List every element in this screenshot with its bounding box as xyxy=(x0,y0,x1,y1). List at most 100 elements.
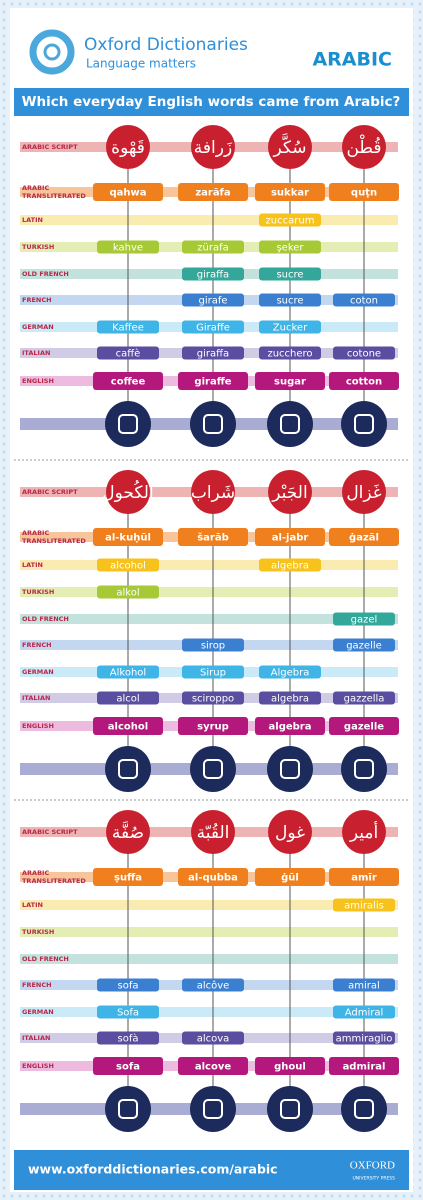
arabic-word: غَزال xyxy=(346,483,381,503)
word: giraffa xyxy=(197,270,229,281)
word: sucre xyxy=(276,270,303,281)
word-pill xyxy=(93,1057,163,1075)
arabic-circle xyxy=(342,470,386,514)
icon-glyph xyxy=(354,1099,374,1119)
word-pill xyxy=(182,320,244,334)
row-label: TURKISH xyxy=(22,588,54,596)
word: Kaffee xyxy=(112,323,144,334)
word-pill xyxy=(182,267,244,281)
row-stripe xyxy=(20,900,398,910)
word-pill xyxy=(93,868,163,886)
word-pill xyxy=(182,293,244,307)
word: amīr xyxy=(351,873,377,884)
arabic-word: الجَبْر xyxy=(271,483,307,503)
icon-glyph xyxy=(118,759,138,779)
language-title: ARABIC xyxy=(312,49,392,71)
word: zürafa xyxy=(197,243,228,254)
word: alcohol xyxy=(108,722,148,733)
row-label: FRENCH xyxy=(22,296,52,304)
row-label: FRENCH xyxy=(22,641,52,649)
row-label: ARABIC TRANSLITERATED xyxy=(22,184,86,200)
row-stripe xyxy=(20,587,398,597)
word-pill xyxy=(259,240,321,254)
word-pill xyxy=(93,183,163,201)
word-pill xyxy=(329,717,399,735)
word-pill xyxy=(259,665,321,679)
arabic-word: قُطْن xyxy=(346,134,381,158)
word-pill xyxy=(333,293,395,307)
word: gazzella xyxy=(344,694,385,705)
word: gazel xyxy=(351,615,378,626)
arabic-word: صُفَّة xyxy=(112,821,144,843)
arabic-circle xyxy=(268,470,312,514)
word-pill xyxy=(97,665,159,679)
word: giraffe xyxy=(194,377,231,388)
question-bar xyxy=(14,88,409,116)
word: Alkohol xyxy=(110,668,146,679)
word-pill xyxy=(333,346,395,360)
arabic-circle xyxy=(342,125,386,169)
word-pill xyxy=(329,372,399,390)
arabic-circle xyxy=(106,810,150,854)
row-stripe xyxy=(20,560,398,570)
word-pill xyxy=(329,183,399,201)
brand-title: Oxford Dictionaries xyxy=(84,35,248,55)
word-pill xyxy=(259,346,321,360)
word: ghoul xyxy=(274,1062,306,1073)
word-pill xyxy=(333,978,395,992)
word-pill xyxy=(182,978,244,992)
arabic-circle xyxy=(268,810,312,854)
icon-glyph xyxy=(203,1099,223,1119)
logo xyxy=(29,29,75,75)
row-label: LATIN xyxy=(22,901,43,909)
arabic-circle xyxy=(268,125,312,169)
row-label: OLD FRENCH xyxy=(22,615,69,623)
word: alcôve xyxy=(197,980,230,992)
word-pill xyxy=(255,868,325,886)
arabic-circle xyxy=(342,810,386,854)
word: ammiraglio xyxy=(336,1034,393,1045)
word: sucre xyxy=(276,296,303,307)
icon-circle xyxy=(105,746,151,792)
word: giraffa xyxy=(197,349,229,360)
word-pill xyxy=(333,1031,395,1045)
word-pill xyxy=(255,1057,325,1075)
word: sofà xyxy=(118,1033,139,1045)
row-label: ENGLISH xyxy=(22,377,54,385)
icon-circle xyxy=(190,1086,236,1132)
word-pill xyxy=(97,585,159,599)
word-pill xyxy=(182,665,244,679)
question: Which everyday English words came from A… xyxy=(22,94,401,110)
icon-circle xyxy=(267,401,313,447)
word-pill xyxy=(259,213,321,227)
word-pill xyxy=(97,240,159,254)
word: amiralis xyxy=(344,901,384,912)
row-label: ARABIC SCRIPT xyxy=(22,488,78,496)
word: alkol xyxy=(116,588,139,599)
arabic-circle xyxy=(191,470,235,514)
word: cotone xyxy=(347,349,381,360)
word-pill xyxy=(255,717,325,735)
word-pill xyxy=(178,372,248,390)
row-label: OLD FRENCH xyxy=(22,955,69,963)
word: Admiral xyxy=(345,1008,384,1019)
word: ġazāl xyxy=(349,533,379,544)
row-stripe xyxy=(20,614,398,624)
word: quṭn xyxy=(351,188,377,199)
arabic-circle xyxy=(191,125,235,169)
word-pill xyxy=(97,346,159,360)
word-pill xyxy=(182,638,244,652)
word-pill xyxy=(333,1005,395,1019)
word-pill xyxy=(178,183,248,201)
row-label: GERMAN xyxy=(22,668,54,676)
logo-inner xyxy=(43,43,61,61)
word: al-jabr xyxy=(272,533,309,544)
word-pill xyxy=(329,528,399,546)
arabic-word: غول xyxy=(275,823,305,843)
arabic-word: زَرافة xyxy=(194,138,233,158)
row-label: ITALIAN xyxy=(22,1034,50,1042)
word-pill xyxy=(182,691,244,705)
word: cotton xyxy=(346,377,382,388)
icon-glyph xyxy=(118,414,138,434)
